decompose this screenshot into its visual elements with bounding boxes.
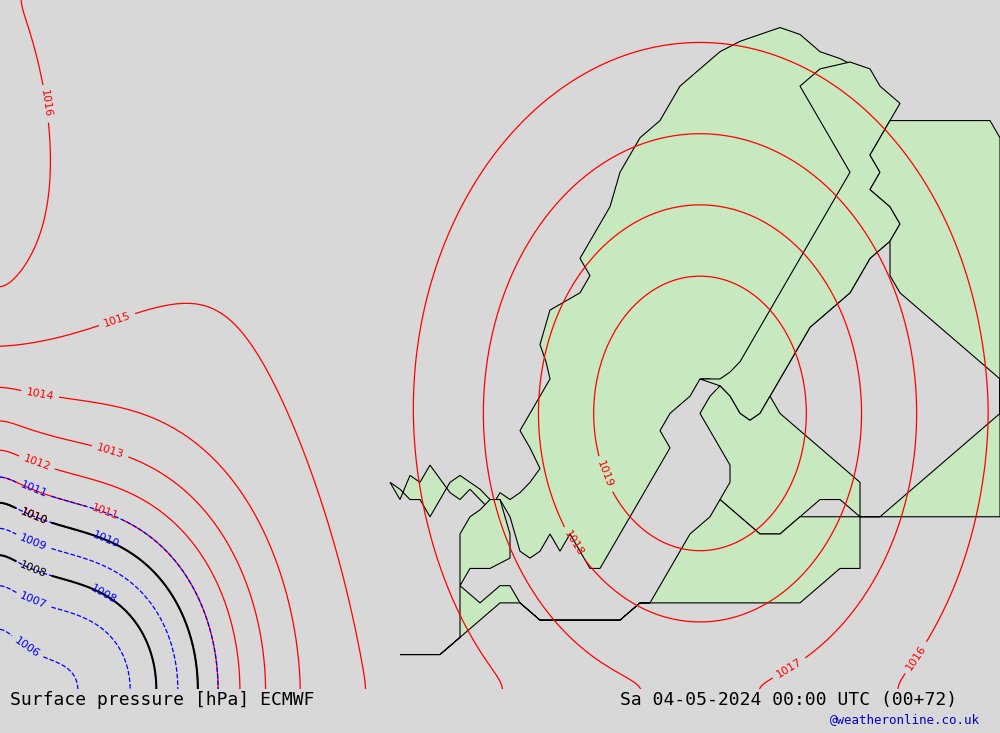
Text: 1013: 1013 — [96, 442, 125, 460]
Text: 1018: 1018 — [562, 529, 585, 559]
Text: 1012: 1012 — [22, 454, 52, 473]
Text: 1016: 1016 — [39, 89, 53, 119]
Text: 1008: 1008 — [89, 583, 118, 605]
Text: 1015: 1015 — [102, 310, 132, 328]
Polygon shape — [460, 499, 510, 586]
Text: 1010: 1010 — [19, 507, 48, 526]
Text: 1008: 1008 — [19, 559, 48, 580]
Text: 1019: 1019 — [595, 460, 614, 489]
Text: 1016: 1016 — [904, 644, 928, 672]
Text: 1009: 1009 — [19, 532, 48, 552]
Polygon shape — [390, 28, 900, 568]
Text: 1014: 1014 — [25, 387, 55, 402]
Text: 1011: 1011 — [19, 480, 48, 500]
Text: 1017: 1017 — [775, 657, 804, 680]
Text: 1010: 1010 — [92, 530, 121, 550]
Polygon shape — [700, 62, 900, 420]
Text: 1011: 1011 — [90, 503, 120, 522]
Text: @weatheronline.co.uk: @weatheronline.co.uk — [830, 712, 980, 726]
Text: 1006: 1006 — [12, 636, 41, 660]
Polygon shape — [400, 499, 860, 655]
Text: 1007: 1007 — [19, 591, 48, 611]
Polygon shape — [860, 120, 1000, 517]
Text: Sa 04-05-2024 00:00 UTC (00+72): Sa 04-05-2024 00:00 UTC (00+72) — [620, 691, 957, 709]
Polygon shape — [700, 386, 860, 534]
Text: 1010: 1010 — [19, 507, 48, 526]
Text: Surface pressure [hPa] ECMWF: Surface pressure [hPa] ECMWF — [10, 691, 314, 709]
